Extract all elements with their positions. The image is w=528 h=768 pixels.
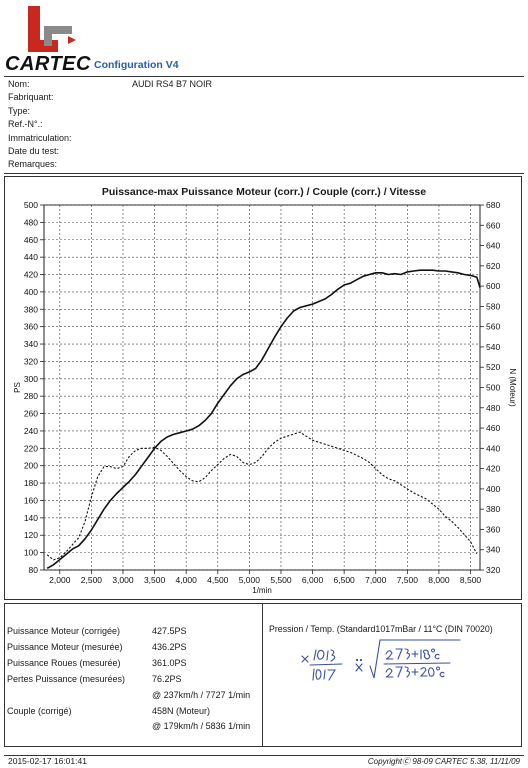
y-tick-label-right: 560	[486, 322, 500, 332]
result-label: Puissance Moteur (corrigée)	[7, 626, 121, 636]
x-tick-label: 2,500	[81, 575, 103, 585]
y-tick-label-left: 420	[24, 270, 38, 280]
result-label: Couple (corrigé)	[7, 706, 72, 716]
result-value: 458N (Moteur)	[152, 706, 211, 716]
y-axis-label-left: PS	[13, 382, 22, 393]
info-value: AUDI RS4 B7 NOIR	[132, 79, 213, 89]
torque-series-line	[46, 431, 478, 561]
y-tick-label-left: 320	[24, 356, 38, 366]
result-value: @ 237km/h / 7727 1/min	[152, 690, 251, 700]
y-tick-label-right: 400	[486, 484, 500, 494]
copyright-notice: CopyrightⒸ 98-09 CARTEC 5.38, 11/11/09	[367, 757, 520, 766]
y-tick-label-left: 380	[24, 304, 38, 314]
y-tick-label-right: 520	[486, 362, 500, 372]
handwritten-correction-note	[301, 639, 461, 681]
y-tick-label-right: 600	[486, 281, 500, 291]
dyno-chart: 2,000 2,500 3,000 3,500 4,000 4,500 5,000 5,500…	[13, 200, 517, 595]
x-tick-label: 2,000	[49, 575, 71, 585]
x-tick-label: 4,500	[207, 575, 229, 585]
y-tick-label-right: 440	[486, 443, 500, 453]
y-tick-label-left: 200	[24, 461, 38, 471]
y-tick-label-right: 580	[486, 301, 500, 311]
y-tick-label-left: 260	[24, 409, 38, 419]
info-label: Ref.-N°.:	[8, 119, 43, 130]
y-tick-label-left: 280	[24, 391, 38, 401]
info-label: Nom:	[8, 79, 30, 89]
y-tick-label-left: 480	[24, 217, 38, 227]
cartec-logo	[4, 2, 114, 76]
y-tick-label-right: 480	[486, 403, 500, 413]
y-tick-label-left: 460	[24, 235, 38, 245]
y-tick-label-right: 340	[486, 545, 500, 555]
y-tick-label-left: 120	[24, 530, 38, 540]
info-label: Remarques:	[8, 159, 58, 170]
result-label: Puissance Roues (mesurée)	[7, 658, 121, 668]
power-series-line	[46, 269, 481, 569]
x-tick-label: 5,500	[270, 575, 292, 585]
result-value: 427.5PS	[152, 626, 187, 636]
y-tick-label-left: 160	[24, 495, 38, 505]
y-tick-label-left: 360	[24, 322, 38, 332]
x-tick-label: 5,000	[239, 575, 261, 585]
x-tick-label: 3,500	[144, 575, 166, 585]
config-title: Configuration V4	[94, 59, 179, 71]
y-tick-label-left: 80	[29, 565, 39, 575]
y-tick-label-left: 240	[24, 426, 38, 436]
chart-title: Puissance-max Puissance Moteur (corr.) /…	[101, 186, 427, 198]
x-tick-label: 7,000	[365, 575, 387, 585]
y-tick-label-right: 620	[486, 261, 500, 271]
y-tick-label-right: 380	[486, 504, 500, 514]
y-tick-label-left: 440	[24, 252, 38, 262]
info-label: Type:	[8, 105, 31, 116]
result-label: Pertes Puissance (mesurées)	[7, 674, 126, 684]
y-tick-label-left: 300	[24, 374, 38, 384]
x-tick-label: 3,000	[112, 575, 134, 585]
x-tick-label: 6,000	[302, 575, 324, 585]
x-tick-label: 8,500	[460, 575, 482, 585]
result-value: 76.2PS	[152, 674, 182, 684]
info-label: Fabriquant:	[8, 92, 54, 103]
x-tick-label: 7,500	[397, 575, 419, 585]
pressure-temp-label: Pression / Temp. (Standard1017mBar / 11°…	[269, 624, 493, 634]
brand-name: CARTEC	[5, 53, 91, 75]
y-tick-label-right: 320	[486, 565, 500, 575]
results-panel	[4, 603, 522, 747]
y-tick-label-left: 220	[24, 443, 38, 453]
y-axis-label-right: N (Moteur)	[508, 368, 517, 407]
x-tick-label: 6,500	[334, 575, 356, 585]
y-tick-label-right: 680	[486, 200, 500, 210]
x-tick-label: 8,000	[428, 575, 450, 585]
results-divider	[262, 603, 263, 747]
y-tick-label-right: 660	[486, 220, 500, 230]
y-tick-label-right: 420	[486, 464, 500, 474]
y-tick-label-left: 180	[24, 478, 38, 488]
y-tick-label-left: 500	[24, 200, 38, 210]
result-value: @ 179km/h / 5836 1/min	[152, 721, 251, 731]
y-tick-label-left: 100	[24, 548, 38, 558]
result-label: Puissance Moteur (mesurée)	[7, 642, 123, 652]
info-label: Immatriculation:	[8, 132, 72, 143]
print-timestamp: 2015-02-17 16:01:41	[8, 756, 87, 766]
y-tick-label-left: 340	[24, 339, 38, 349]
chart-frame	[4, 176, 522, 600]
info-label: Date du test:	[8, 146, 60, 156]
y-tick-label-left: 140	[24, 513, 38, 523]
y-tick-label-right: 540	[486, 342, 500, 352]
result-value: 436.2PS	[152, 642, 187, 652]
y-tick-label-right: 500	[486, 383, 500, 393]
logo-mark-icon	[28, 6, 76, 52]
y-tick-label-left: 400	[24, 287, 38, 297]
x-tick-label: 4,000	[176, 575, 198, 585]
y-tick-label-right: 460	[486, 423, 500, 433]
y-tick-label-right: 360	[486, 524, 500, 534]
y-tick-label-right: 640	[486, 241, 500, 251]
result-value: 361.0PS	[152, 658, 187, 668]
plot-area	[43, 204, 481, 571]
x-axis-label: 1/min	[252, 586, 272, 595]
